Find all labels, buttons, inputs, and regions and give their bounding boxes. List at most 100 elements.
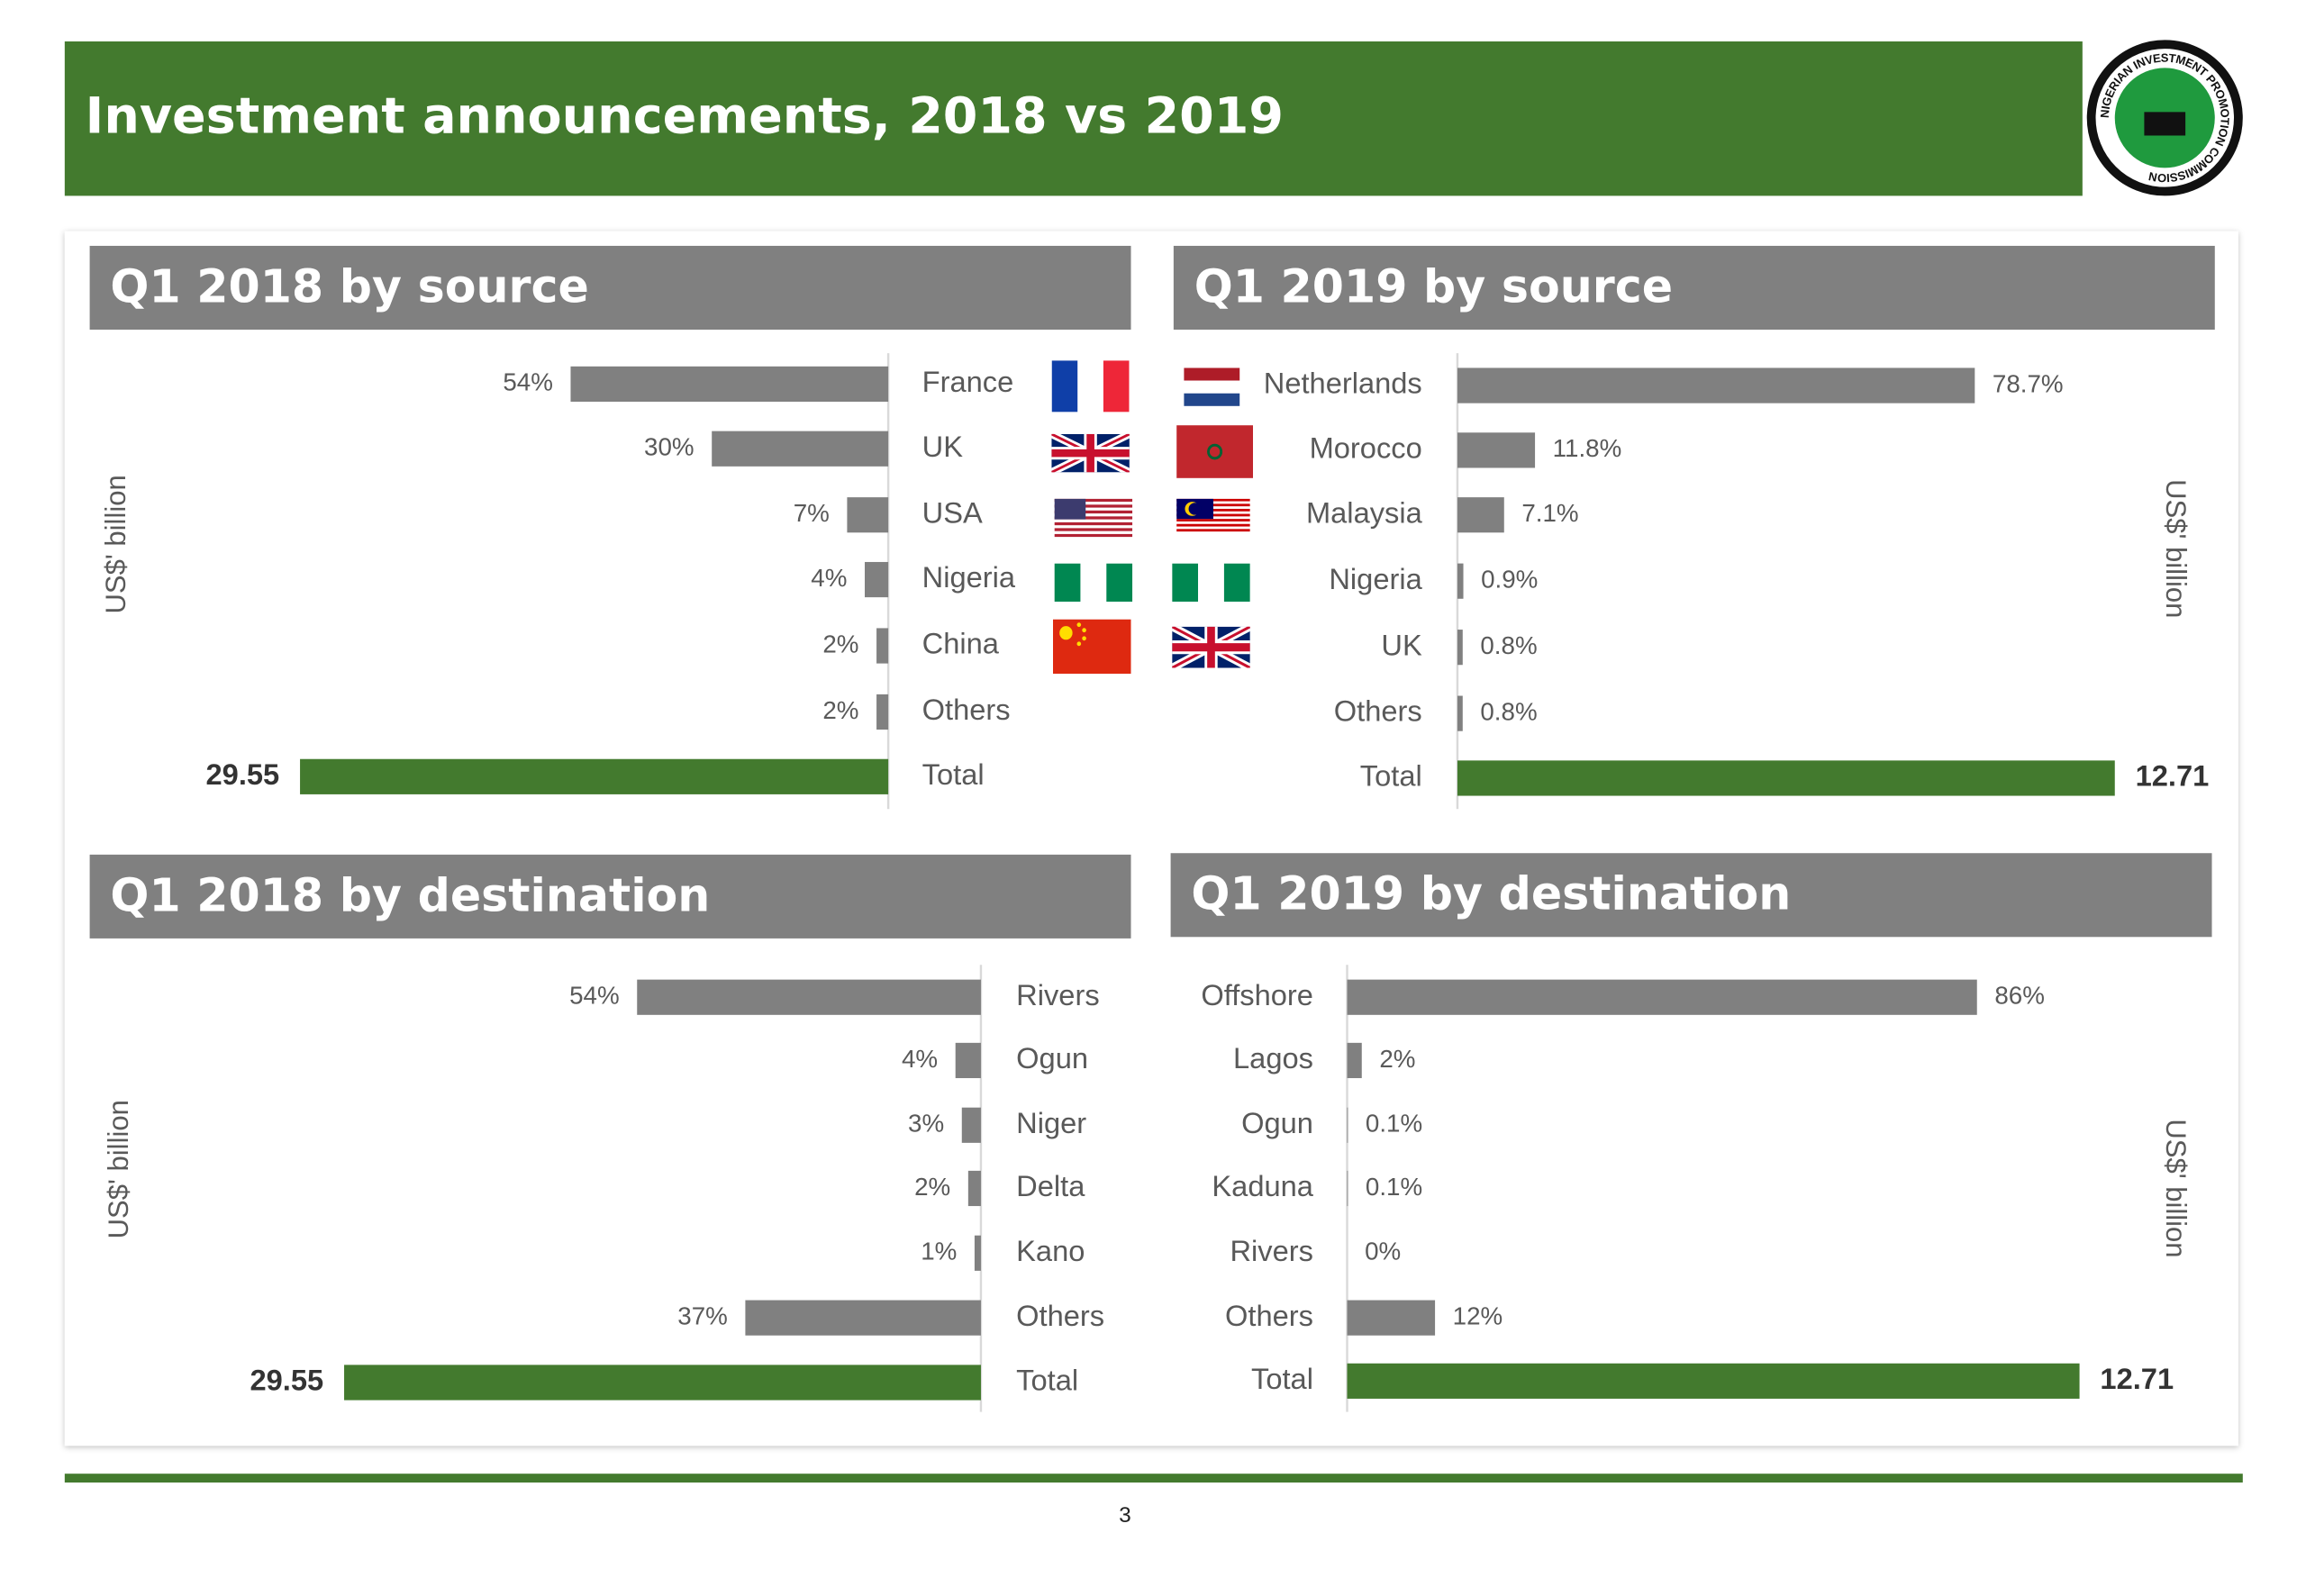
bar <box>974 1235 981 1271</box>
chart-header <box>89 854 1131 939</box>
value-label: 0.1% <box>1366 1173 1422 1201</box>
value-label: 12% <box>1453 1301 1503 1329</box>
bar <box>961 1107 981 1143</box>
total-value: 29.55 <box>250 1364 323 1397</box>
value-label: 78.7% <box>1993 369 2064 397</box>
category-label: Lagos <box>1233 1041 1313 1075</box>
category-label: Others <box>1334 694 1422 728</box>
total-value: 12.71 <box>2136 759 2210 793</box>
chart-header <box>1173 245 2215 330</box>
category-label: Ogun <box>1016 1041 1088 1075</box>
category-label: Kano <box>1016 1234 1085 1267</box>
value-label: 2% <box>822 630 858 657</box>
total-value: 29.55 <box>206 757 280 791</box>
bar <box>1457 432 1536 468</box>
total-bar <box>344 1365 981 1401</box>
footer-line <box>64 1474 2243 1483</box>
value-label: 54% <box>569 982 620 1010</box>
category-label: Rivers <box>1230 1234 1313 1267</box>
bar <box>1457 367 1975 404</box>
category-label: Ogun <box>1241 1106 1313 1139</box>
category-label: Rivers <box>1016 978 1100 1011</box>
bar <box>1347 1300 1436 1336</box>
value-label: 0% <box>1365 1238 1401 1265</box>
category-label: USA <box>922 495 983 529</box>
category-label: Total <box>922 757 985 791</box>
category-label: China <box>922 627 1000 660</box>
chart-title: Q1 2019 by destination <box>1191 867 1791 920</box>
category-label: Malaysia <box>1306 495 1423 529</box>
total-value: 12.71 <box>2100 1362 2174 1395</box>
bar <box>876 628 889 664</box>
bar <box>570 366 889 402</box>
value-label: 0.9% <box>1481 566 1538 594</box>
value-label: 1% <box>921 1238 957 1265</box>
page-title: Investment announcements, 2018 vs 2019 <box>86 87 1284 146</box>
category-label: Morocco <box>1310 431 1422 465</box>
bar <box>876 694 889 730</box>
category-label: Netherlands <box>1264 367 1422 400</box>
value-label: 7% <box>794 499 830 527</box>
value-label: 37% <box>677 1301 728 1329</box>
bar <box>712 431 889 467</box>
bar <box>1457 630 1463 666</box>
chart-title: Q1 2019 by source <box>1194 259 1673 313</box>
category-label: France <box>922 365 1014 398</box>
chart-title: Q1 2018 by source <box>110 259 588 313</box>
y-axis-label: US$' billion <box>100 475 132 613</box>
category-label: Nigeria <box>1329 562 1422 595</box>
category-label: Others <box>1225 1299 1313 1332</box>
chart-title: Q1 2018 by destination <box>110 868 710 921</box>
category-label: Delta <box>1016 1169 1085 1202</box>
value-label: 30% <box>644 433 695 461</box>
y-axis-label: US$' billion <box>2160 479 2192 618</box>
value-label: 3% <box>908 1110 944 1138</box>
value-label: 2% <box>1379 1045 1415 1073</box>
category-label: Nigeria <box>922 560 1016 594</box>
total-bar <box>1347 1363 2080 1399</box>
total-bar <box>1457 760 2115 796</box>
bar <box>967 1170 981 1207</box>
category-label: Total <box>1251 1362 1313 1395</box>
chart-header <box>1170 853 2212 938</box>
bar <box>847 497 889 533</box>
y-axis-label: US$' billion <box>103 1100 134 1238</box>
chart-header <box>89 245 1131 330</box>
value-label: 4% <box>902 1045 938 1073</box>
category-label: Total <box>1016 1364 1078 1397</box>
total-bar <box>300 758 889 794</box>
bar <box>1457 695 1463 731</box>
category-label: UK <box>922 430 964 463</box>
category-label: Offshore <box>1201 978 1313 1011</box>
value-label: 0.8% <box>1480 697 1537 725</box>
bar <box>1347 1042 1362 1079</box>
category-label: Others <box>1016 1299 1104 1332</box>
logo: NIGERIAN INVESTMENT PROMOTION COMMISSION <box>2086 40 2243 196</box>
value-label: 11.8% <box>1553 434 1622 462</box>
bar <box>637 979 981 1015</box>
value-label: 2% <box>914 1173 950 1201</box>
y-axis-label: US$' billion <box>2160 1119 2192 1257</box>
bar <box>1347 979 1977 1015</box>
value-label: 54% <box>503 368 553 396</box>
category-label: Others <box>922 693 1011 726</box>
header-bar <box>64 41 2083 196</box>
bar <box>1457 563 1464 599</box>
category-label: Niger <box>1016 1106 1086 1139</box>
bar <box>865 561 889 598</box>
category-label: Total <box>1360 759 1422 793</box>
bar <box>955 1042 981 1079</box>
bar <box>1457 497 1504 533</box>
value-label: 0.8% <box>1480 631 1537 659</box>
category-label: Kaduna <box>1212 1169 1313 1202</box>
value-label: 86% <box>1994 982 2045 1010</box>
bar <box>745 1300 981 1336</box>
value-label: 2% <box>822 696 858 724</box>
value-label: 0.1% <box>1366 1110 1422 1138</box>
value-label: 4% <box>811 564 847 592</box>
page-number: 3 <box>1119 1503 1131 1528</box>
value-label: 7.1% <box>1521 499 1578 527</box>
content-panel <box>64 231 2238 1446</box>
